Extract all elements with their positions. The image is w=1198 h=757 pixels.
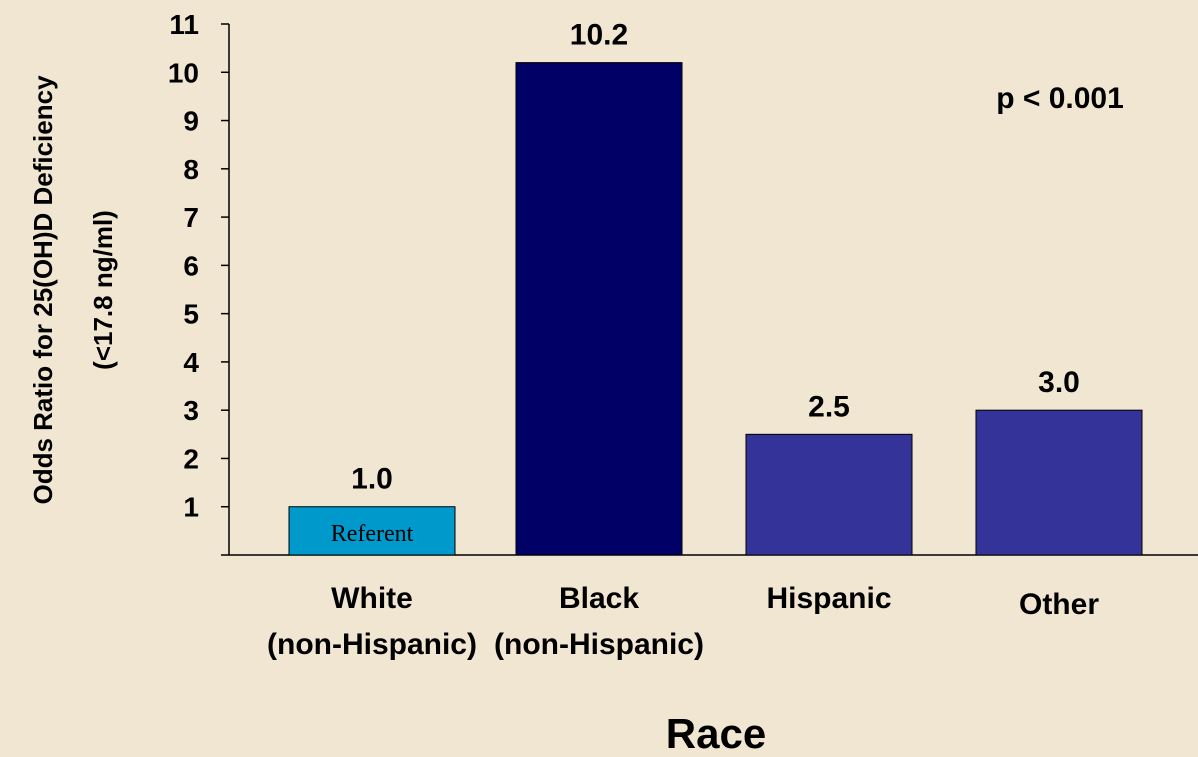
y-tick-label: 2	[183, 443, 199, 474]
x-tick-label: Black	[559, 582, 639, 615]
x-tick-label: (non-Hispanic)	[494, 628, 704, 661]
y-tick-label: 7	[183, 202, 199, 233]
x-axis-label: Race	[666, 710, 766, 757]
bar-value-label: 10.2	[570, 19, 628, 52]
bar-hispanic	[745, 433, 913, 556]
x-tick-label: Hispanic	[766, 582, 891, 615]
bar-value-label: 3.0	[1038, 366, 1080, 399]
y-axis-label-line1: Odds Ratio for 25(OH)D Deficiency	[28, 75, 58, 505]
y-tick-label: 3	[183, 395, 199, 426]
y-tick-label: 9	[183, 106, 199, 137]
bar-white	[288, 506, 456, 556]
y-tick-label: 6	[183, 250, 199, 281]
bar-inner-label: Referent	[331, 521, 414, 547]
bar-other	[975, 409, 1143, 556]
x-tick-label: (non-Hispanic)	[267, 628, 477, 661]
y-axis-label-line2: (<17.8 ng/ml)	[88, 210, 118, 370]
y-tick-label: 8	[183, 154, 199, 185]
p-value-annotation: p < 0.001	[996, 82, 1124, 115]
bar-black	[515, 62, 683, 556]
y-tick-label: 4	[183, 347, 199, 378]
bar-value-label: 2.5	[808, 390, 850, 423]
y-tick-label: 5	[183, 299, 199, 330]
x-tick-label: White	[331, 582, 413, 615]
y-tick-label: 1	[183, 492, 199, 523]
x-tick-label: Other	[1019, 588, 1099, 621]
bar-value-label: 1.0	[351, 463, 393, 496]
y-tick-label: 11	[169, 9, 199, 40]
y-tick-label: 10	[168, 57, 199, 88]
